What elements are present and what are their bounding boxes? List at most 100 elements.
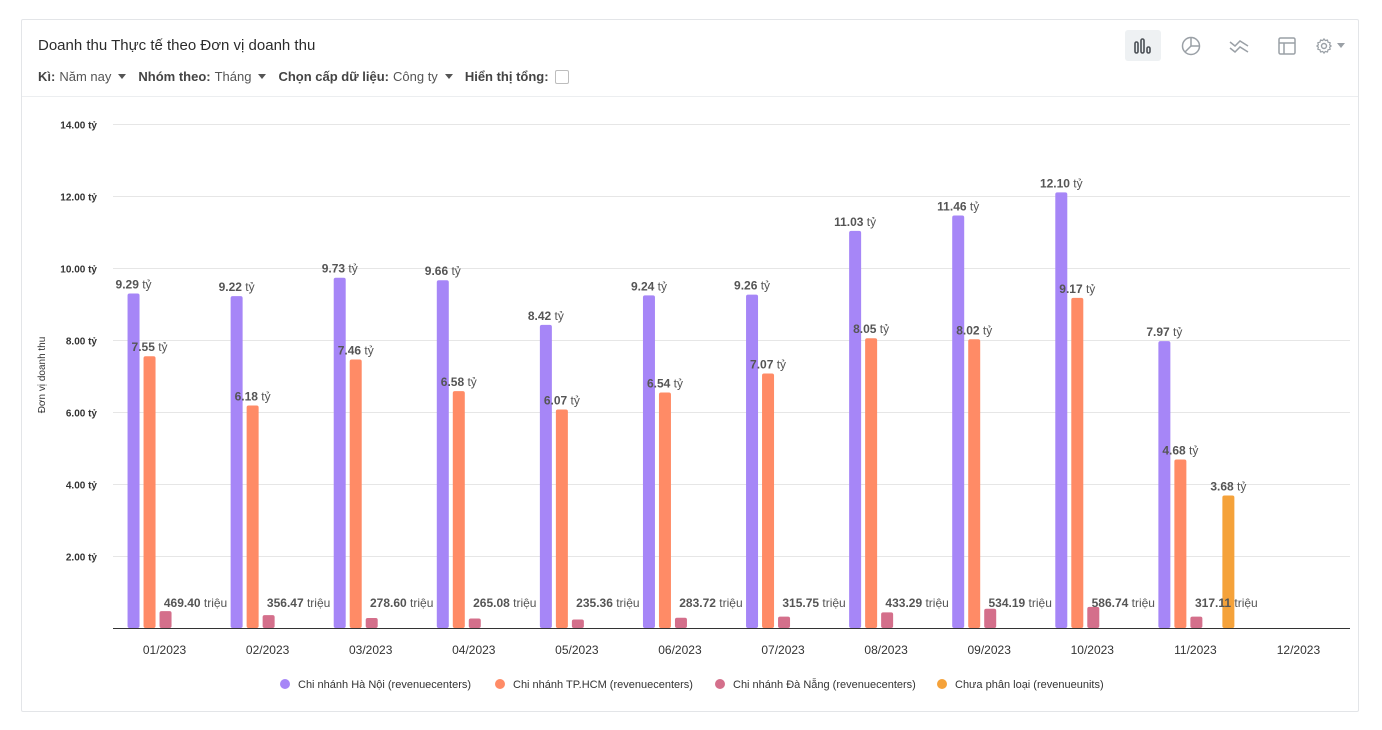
y-axis-label: Đơn vị doanh thu [37, 337, 48, 414]
data-label: 433.29 triệu [885, 596, 948, 610]
pie-chart-view-button[interactable] [1173, 30, 1209, 61]
bar [571, 619, 584, 628]
data-label: 9.66 tỷ [425, 264, 461, 278]
legend-item[interactable]: Chưa phân loại (revenueunits) [937, 679, 1104, 691]
data-label: 278.60 triệu [370, 596, 433, 610]
bar [127, 293, 140, 628]
table-view-button[interactable] [1269, 30, 1305, 61]
data-label: 4.68 tỷ [1162, 444, 1198, 458]
x-tick-label: 12/2023 [1277, 643, 1321, 657]
bar [246, 405, 259, 628]
x-tick-label: 09/2023 [968, 643, 1012, 657]
data-label: 6.58 tỷ [441, 375, 477, 389]
bar [778, 616, 791, 628]
data-label: 7.07 tỷ [750, 357, 786, 371]
chart-title: Doanh thu Thực tế theo Đơn vị doanh thu [38, 37, 316, 54]
legend-item[interactable]: Chi nhánh Đà Nẵng (revenuecenters) [715, 678, 916, 691]
legend-label: Chưa phân loại (revenueunits) [955, 679, 1104, 691]
bar [333, 277, 346, 628]
legend-item[interactable]: Chi nhánh TP.HCM (revenuecenters) [495, 679, 693, 691]
data-label: 356.47 triệu [267, 596, 330, 610]
chart-card: Doanh thu Thực tế theo Đơn vị doanh thu … [21, 19, 1359, 712]
data-label: 9.29 tỷ [116, 278, 152, 292]
bar-chart-view-button[interactable] [1125, 30, 1161, 61]
y-tick-label: 10.00 tỷ [60, 265, 97, 276]
group-by-filter-label: Nhóm theo: [138, 69, 211, 84]
data-label: 235.36 triệu [576, 596, 639, 610]
group-by-filter-value: Tháng [214, 69, 252, 84]
data-label: 9.73 tỷ [322, 262, 358, 276]
data-label: 6.54 tỷ [647, 377, 683, 391]
bar [746, 294, 759, 628]
chart-toolbar [1113, 30, 1345, 61]
show-total-toggle[interactable]: Hiển thị tổng: [465, 69, 569, 84]
data-label: 12.10 tỷ [1040, 176, 1083, 190]
y-tick-label: 8.00 tỷ [66, 337, 98, 348]
period-filter-label: Kì: [38, 69, 56, 84]
x-tick-label: 05/2023 [555, 643, 599, 657]
bar [1222, 495, 1235, 628]
data-label: 9.22 tỷ [219, 280, 255, 294]
bar-chart-icon [1134, 37, 1151, 54]
x-tick-label: 10/2023 [1071, 643, 1115, 657]
header-divider [22, 96, 1358, 97]
data-label: 7.46 tỷ [338, 343, 374, 357]
pie-chart-icon [1181, 36, 1201, 55]
show-total-label: Hiển thị tổng: [464, 69, 549, 84]
y-tick-label: 6.00 tỷ [66, 409, 98, 420]
bar [349, 359, 362, 628]
x-tick-label: 11/2023 [1174, 643, 1217, 657]
data-label: 7.97 tỷ [1146, 325, 1182, 339]
data-label: 9.17 tỷ [1059, 282, 1095, 296]
data-label: 7.55 tỷ [132, 340, 168, 354]
data-labels: 9.29 tỷ 7.55 tỷ 469.40 triệu 9.22 tỷ 6.18 tỷ… [116, 176, 1258, 610]
gear-icon [1316, 37, 1332, 54]
data-label: 11.46 tỷ [937, 199, 979, 213]
filter-bar: Kì: Năm nay Nhóm theo: Tháng Chọn cấp dữ… [38, 69, 581, 84]
bar [1158, 341, 1171, 628]
legend-label: Chi nhánh TP.HCM (revenuecenters) [513, 679, 693, 691]
legend-swatch [495, 679, 505, 689]
group-by-filter[interactable]: Nhóm theo: Tháng [138, 69, 267, 84]
show-total-checkbox[interactable] [554, 69, 569, 84]
x-tick-label: 06/2023 [658, 643, 702, 657]
bar [436, 280, 449, 628]
bar [230, 296, 243, 628]
bar [762, 373, 775, 628]
data-label: 283.72 triệu [679, 596, 742, 610]
x-tick-label: 07/2023 [761, 643, 805, 657]
bar [555, 409, 568, 628]
data-label: 8.02 tỷ [956, 323, 992, 337]
bar [865, 338, 878, 628]
period-filter[interactable]: Kì: Năm nay [38, 69, 127, 84]
line-chart-view-button[interactable] [1221, 30, 1257, 61]
x-tick-label: 03/2023 [349, 643, 393, 657]
bar [984, 608, 997, 628]
data-level-filter[interactable]: Chọn cấp dữ liệu: Công ty [278, 69, 453, 84]
bar [952, 215, 965, 628]
bar [968, 339, 981, 628]
legend-swatch [937, 679, 947, 689]
legend-label: Chi nhánh Đà Nẵng (revenuecenters) [733, 678, 916, 691]
data-label: 9.24 tỷ [631, 279, 667, 293]
chart-settings-button[interactable] [1315, 37, 1345, 55]
bar [159, 611, 172, 628]
legend-swatch [280, 679, 290, 689]
data-level-filter-label: Chọn cấp dữ liệu: [278, 69, 389, 84]
data-level-filter-value: Công ty [393, 69, 438, 84]
bar [1087, 606, 1100, 628]
data-label: 315.75 triệu [782, 596, 845, 610]
data-label: 586.74 triệu [1092, 596, 1155, 610]
legend-swatch [715, 679, 725, 689]
data-label: 265.08 triệu [473, 596, 536, 610]
legend-item[interactable]: Chi nhánh Hà Nội (revenuecenters) [280, 679, 471, 691]
bar [881, 612, 894, 628]
chevron-down-icon [1337, 43, 1345, 48]
bar [262, 615, 275, 628]
bar [658, 392, 671, 628]
y-tick-label: 4.00 tỷ [66, 481, 98, 492]
data-label: 317.11 triệu [1195, 596, 1258, 610]
data-label: 6.18 tỷ [235, 390, 271, 404]
data-label: 8.05 tỷ [853, 322, 889, 336]
